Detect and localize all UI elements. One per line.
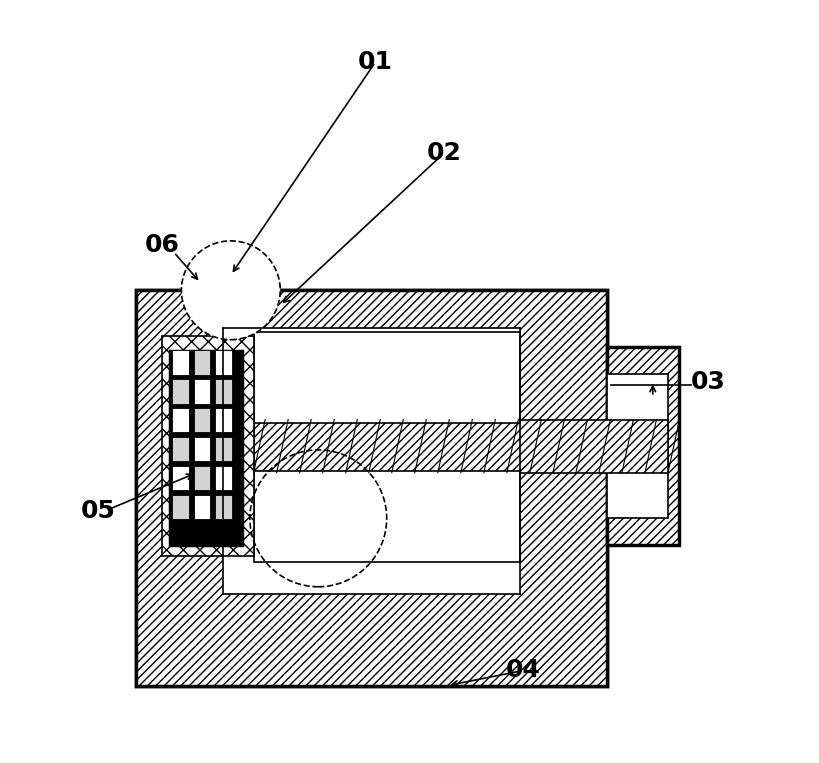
FancyBboxPatch shape (136, 290, 607, 686)
FancyBboxPatch shape (170, 351, 242, 545)
Text: 03: 03 (690, 369, 726, 394)
FancyBboxPatch shape (136, 328, 224, 594)
Text: 01: 01 (358, 50, 393, 74)
FancyBboxPatch shape (607, 374, 668, 518)
FancyBboxPatch shape (254, 472, 520, 562)
FancyBboxPatch shape (172, 494, 189, 519)
FancyBboxPatch shape (215, 466, 232, 490)
FancyBboxPatch shape (193, 350, 210, 375)
Text: 05: 05 (80, 499, 115, 523)
Circle shape (182, 241, 280, 340)
FancyBboxPatch shape (193, 466, 210, 490)
FancyBboxPatch shape (607, 347, 680, 545)
FancyBboxPatch shape (162, 336, 254, 556)
FancyBboxPatch shape (172, 379, 189, 404)
FancyBboxPatch shape (520, 328, 607, 594)
FancyBboxPatch shape (254, 332, 520, 423)
FancyBboxPatch shape (172, 408, 189, 433)
Text: 02: 02 (426, 141, 461, 166)
FancyBboxPatch shape (215, 494, 232, 519)
FancyBboxPatch shape (172, 350, 189, 375)
FancyBboxPatch shape (193, 494, 210, 519)
FancyBboxPatch shape (215, 379, 232, 404)
FancyBboxPatch shape (193, 408, 210, 433)
FancyBboxPatch shape (215, 437, 232, 462)
FancyBboxPatch shape (254, 420, 668, 473)
FancyBboxPatch shape (215, 350, 232, 375)
FancyBboxPatch shape (172, 466, 189, 490)
FancyBboxPatch shape (136, 290, 607, 328)
FancyBboxPatch shape (172, 437, 189, 462)
FancyBboxPatch shape (136, 594, 607, 686)
FancyBboxPatch shape (193, 379, 210, 404)
FancyBboxPatch shape (215, 408, 232, 433)
FancyBboxPatch shape (193, 437, 210, 462)
Text: 04: 04 (506, 658, 541, 682)
Text: 06: 06 (145, 233, 180, 256)
